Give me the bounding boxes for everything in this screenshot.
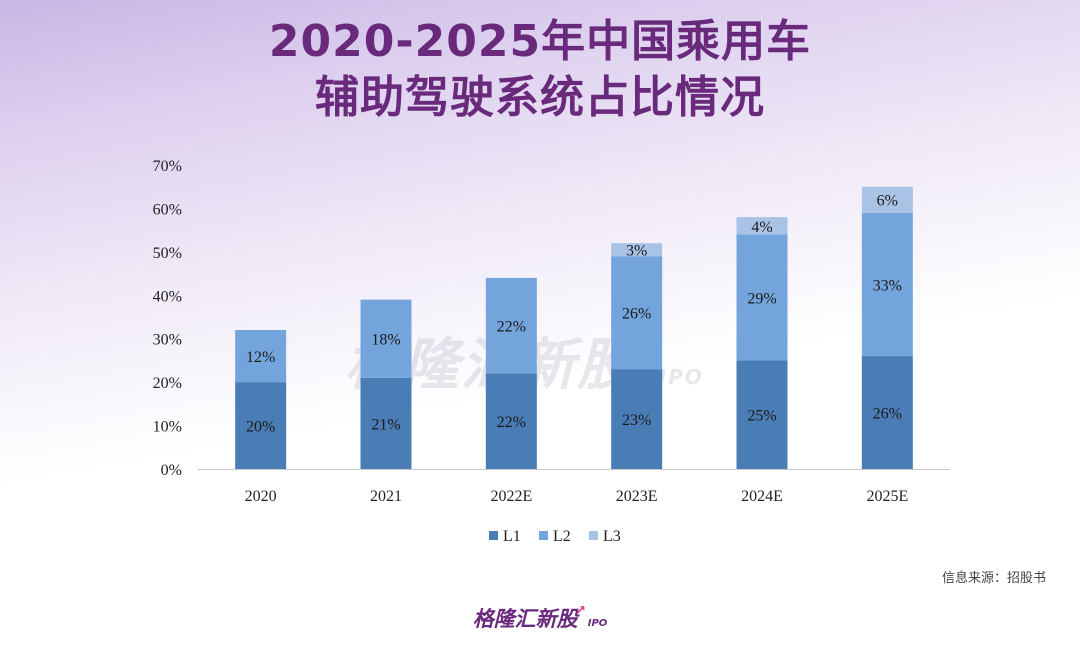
data-label: 23% [622, 412, 651, 429]
legend-swatch-l3 [589, 531, 598, 540]
y-tick-label: 0% [161, 462, 182, 479]
bar-l1-segment [360, 377, 412, 469]
data-label: 26% [873, 406, 902, 423]
data-label: 29% [747, 290, 776, 307]
title-line-2: 辅助驾驶系统占比情况 [315, 72, 765, 123]
source-note: 信息来源：招股书 [941, 571, 1046, 586]
y-tick-label: 60% [153, 201, 182, 218]
bar-l2-segment [611, 256, 663, 370]
bar-l1-segment [611, 369, 663, 469]
x-tick-label: 2024E [741, 488, 783, 505]
x-tick-label: 2022E [490, 488, 532, 505]
y-tick-label: 40% [153, 288, 182, 305]
data-label: 33% [873, 277, 902, 294]
bar-l2-segment [736, 234, 788, 361]
title-line-1: 2020-2025年中国乘用车 [268, 16, 812, 67]
y-tick-label: 10% [153, 419, 182, 436]
legend-label-l2: L2 [553, 528, 571, 545]
bar-l1-segment [485, 373, 537, 469]
bar-l2-segment [861, 212, 913, 357]
data-label: 21% [371, 416, 400, 433]
bar-l1-segment [861, 356, 913, 469]
legend-label-l3: L3 [603, 528, 621, 545]
watermark-suffix: IPO [658, 365, 704, 389]
chart-title: 2020-2025年中国乘用车 辅助驾驶系统占比情况 [0, 14, 1080, 126]
data-label: 18% [371, 332, 400, 349]
x-tick-label: 2020 [245, 488, 277, 505]
data-label: 6% [877, 193, 898, 210]
brand-logo: 格隆汇新股↗IPO [0, 603, 1080, 633]
x-tick-label: 2025E [866, 488, 908, 505]
data-label: 26% [622, 306, 651, 323]
bar-l1-segment [235, 382, 287, 469]
data-label: 20% [246, 419, 275, 436]
data-label: 22% [497, 414, 526, 431]
data-label: 3% [626, 243, 647, 260]
x-tick-label: 2023E [616, 488, 658, 505]
y-tick-label: 50% [153, 245, 182, 262]
legend-swatch-l2 [539, 531, 548, 540]
y-tick-label: 20% [153, 375, 182, 392]
brand-name: 格隆汇新股 [472, 607, 578, 631]
x-tick-label: 2021 [370, 488, 402, 505]
bar-l2-segment [485, 277, 537, 374]
data-label: 22% [497, 319, 526, 336]
bar-l2-segment [235, 330, 287, 383]
y-tick-label: 70% [153, 158, 182, 175]
brand-arrow-icon: ↗ [575, 603, 586, 617]
y-tick-label: 30% [153, 332, 182, 349]
brand-suffix: IPO [587, 618, 608, 629]
legend-label-l1: L1 [503, 528, 521, 545]
data-label: 12% [246, 349, 275, 366]
bar-l3-segment [861, 186, 913, 213]
data-label: 4% [751, 219, 772, 236]
bar-l2-segment [360, 299, 412, 378]
bar-l3-segment [611, 243, 663, 257]
legend-swatch-l1 [489, 531, 498, 540]
bar-l1-segment [736, 360, 788, 469]
data-label: 25% [747, 408, 776, 425]
bar-l3-segment [736, 217, 788, 235]
